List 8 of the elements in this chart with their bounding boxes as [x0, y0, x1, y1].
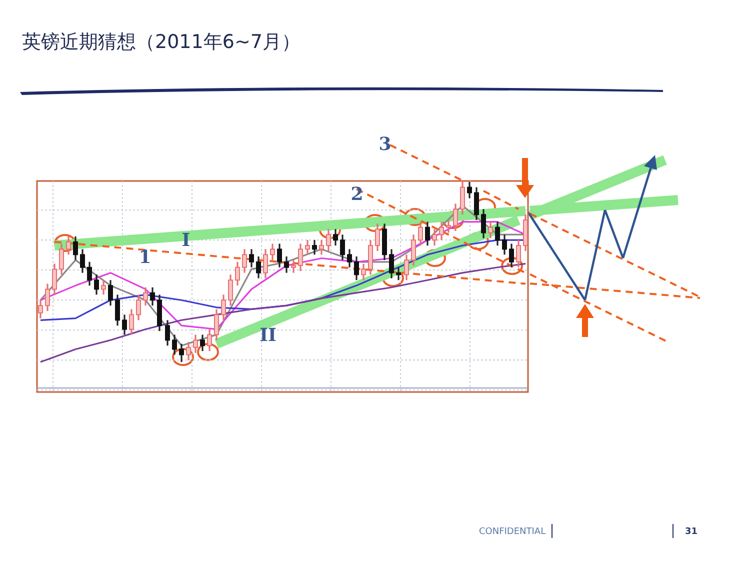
text: 31	[685, 527, 698, 537]
annotation: 2	[350, 184, 364, 205]
text: 3	[378, 134, 392, 155]
text: CONFIDENTIAL	[479, 527, 546, 537]
annotation: I	[182, 230, 190, 251]
chart-title: 英镑近期猜想（2011年6~7月）	[22, 31, 300, 53]
annotation: 1	[138, 247, 152, 268]
annotation: II	[260, 325, 276, 346]
